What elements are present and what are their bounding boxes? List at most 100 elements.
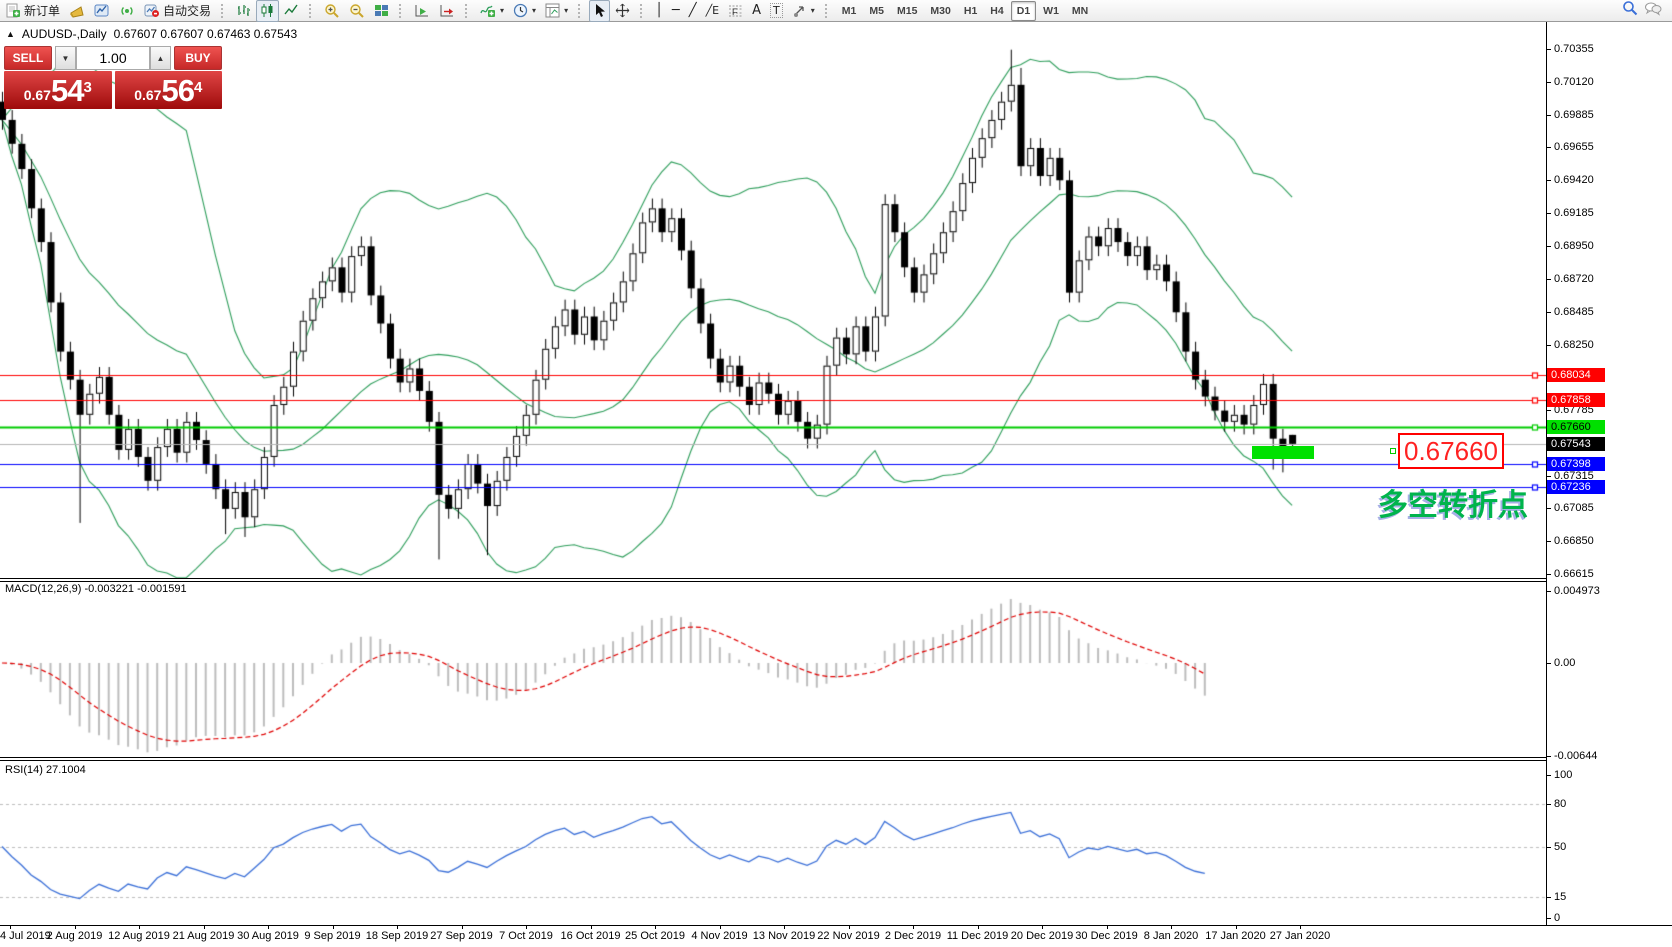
sell-button[interactable]: SELL [4,46,52,70]
timeframe-m5[interactable]: M5 [869,4,884,17]
candlestick-button[interactable] [256,0,280,22]
price-axis-tick-label: 0.66615 [1554,568,1594,581]
volume-input[interactable]: 1.00 [76,46,150,70]
news-button[interactable] [65,0,89,22]
indicators-button[interactable]: ▾ [476,0,508,22]
zoom-in-button[interactable] [320,0,344,22]
vertical-line-icon: │ [655,3,663,18]
tile-windows-icon [374,3,389,18]
highlight-rectangle-object[interactable] [1252,446,1314,459]
chat-icon[interactable] [1644,1,1662,21]
rsi-axis-tick-label: 15 [1554,890,1567,903]
price-axis-tag: 0.67660 [1547,420,1605,435]
text-tool[interactable]: A [748,0,765,22]
toolbar-grip [640,3,646,18]
symbol-period-label: AUDUSD-,Daily [21,27,107,41]
timeframe-m1[interactable]: M1 [841,4,857,17]
date-axis-tick-mark [1300,925,1301,929]
rsi-pane-divider[interactable] [0,757,1546,761]
channel-tool[interactable]: ╱E [702,0,724,22]
sell-price-display[interactable]: 0.67 54 3 [4,71,112,109]
rsi-axis-tick-mark [1546,775,1551,776]
one-click-trading-panel: SELL ▼ 1.00 ▲ BUY 0.67 54 3 0.67 56 4 [4,46,222,109]
chart-shift-button[interactable] [435,0,459,22]
price-axis-border [1546,22,1547,925]
timeframe-h4[interactable]: H4 [990,4,1004,17]
buy-price-prefix: 0.67 [134,87,162,103]
text-label-tool[interactable]: T [766,0,787,22]
trendline-icon: ╱ [688,3,697,18]
periods-dropdown-arrow[interactable]: ▾ [532,6,537,15]
date-axis-label: 25 Oct 2019 [625,930,685,942]
price-chart-canvas[interactable] [0,22,1546,925]
zoom-out-button[interactable] [345,0,369,22]
date-axis-label: 8 Jan 2020 [1143,930,1199,942]
date-axis-border [0,925,1672,926]
volume-decrease-button[interactable]: ▼ [55,46,76,70]
timeframe-w1[interactable]: W1 [1043,4,1059,17]
macd-axis-tick-mark [1546,591,1551,593]
price-note-box[interactable]: 0.67660 [1398,433,1504,469]
new-order-button[interactable]: 新订单 [2,0,64,22]
date-axis-label: 12 Aug 2019 [108,930,170,942]
arrows-dropdown-arrow[interactable]: ▾ [810,6,815,15]
templates-dropdown-arrow[interactable]: ▾ [564,6,569,15]
auto-scroll-button[interactable] [410,0,434,22]
date-axis-label: 30 Dec 2019 [1075,930,1138,942]
timeframe-m15[interactable]: M15 [896,4,918,17]
timeframe-d1[interactable]: D1 [1010,0,1037,21]
macd-axis-tick-label: 0.00 [1554,657,1576,669]
date-axis-label: 2 Aug 2019 [46,930,103,942]
toolbar-grip [824,3,831,18]
price-axis-tick-mark [1546,49,1551,50]
timeframe-h1[interactable]: H1 [963,4,978,17]
price-axis-tag: 0.67543 [1547,436,1605,451]
auto-scroll-icon [414,3,430,18]
price-axis-tick-label: 0.68485 [1554,305,1594,318]
date-axis-tick-mark [268,925,269,929]
rsi-axis-tick-mark [1546,896,1551,898]
periods-button[interactable]: ▾ [509,0,540,22]
signals-button[interactable] [115,0,139,22]
vertical-line-tool[interactable]: │ [651,0,667,22]
volume-increase-button[interactable]: ▲ [150,46,171,70]
price-axis-tick-label: 0.68250 [1554,338,1594,351]
rsi-axis-tick-mark [1546,846,1551,848]
price-axis-tag: 0.67858 [1547,392,1605,407]
indicators-dropdown-arrow[interactable]: ▾ [500,6,505,15]
buy-button[interactable]: BUY [174,46,222,70]
macd-pane-divider[interactable] [0,578,1546,582]
price-axis-tick-mark [1546,311,1551,313]
date-axis-tick-mark [204,925,205,929]
price-axis-tick-mark [1546,246,1551,248]
date-axis-tick-mark [720,925,721,929]
date-axis-tick-mark [10,925,11,929]
chart-area: ▲ AUDUSD-,Daily 0.67607 0.67607 0.67463 … [0,22,1672,947]
bar-chart-button[interactable] [232,0,255,22]
market-watch-button[interactable] [90,0,114,22]
buy-price-display[interactable]: 0.67 56 4 [114,71,222,109]
timeframe-mn[interactable]: MN [1071,4,1089,17]
price-axis-tick-mark [1546,81,1551,83]
sell-price-main: 54 [50,73,84,108]
svg-text:F: F [732,7,738,17]
tile-windows-button[interactable] [370,0,393,22]
timeframe-m30[interactable]: M30 [930,4,951,17]
fibonacci-tool[interactable]: F [724,0,747,22]
text-label-icon: T [770,3,783,18]
templates-button[interactable]: ▾ [541,0,572,22]
date-axis-label: 27 Sep 2019 [430,930,493,942]
arrows-tool[interactable]: ▾ [788,0,819,22]
trendline-tool[interactable]: ╱ [685,0,701,22]
horizontal-line-tool[interactable]: ─ [668,0,684,22]
search-icon[interactable] [1622,0,1638,21]
date-axis-label: 4 Jul 2019 [0,930,51,942]
crosshair-tool-button[interactable] [611,0,634,22]
macd-axis-tick-label: 0.004973 [1554,585,1600,598]
collapse-arrow-icon[interactable]: ▲ [6,29,15,39]
autotrading-button[interactable]: 自动交易 [140,0,215,22]
text-icon: A [752,3,762,18]
line-chart-button[interactable] [280,0,303,22]
pivot-point-text[interactable]: 多空转折点 [1378,489,1528,522]
cursor-tool-button[interactable] [589,0,611,22]
